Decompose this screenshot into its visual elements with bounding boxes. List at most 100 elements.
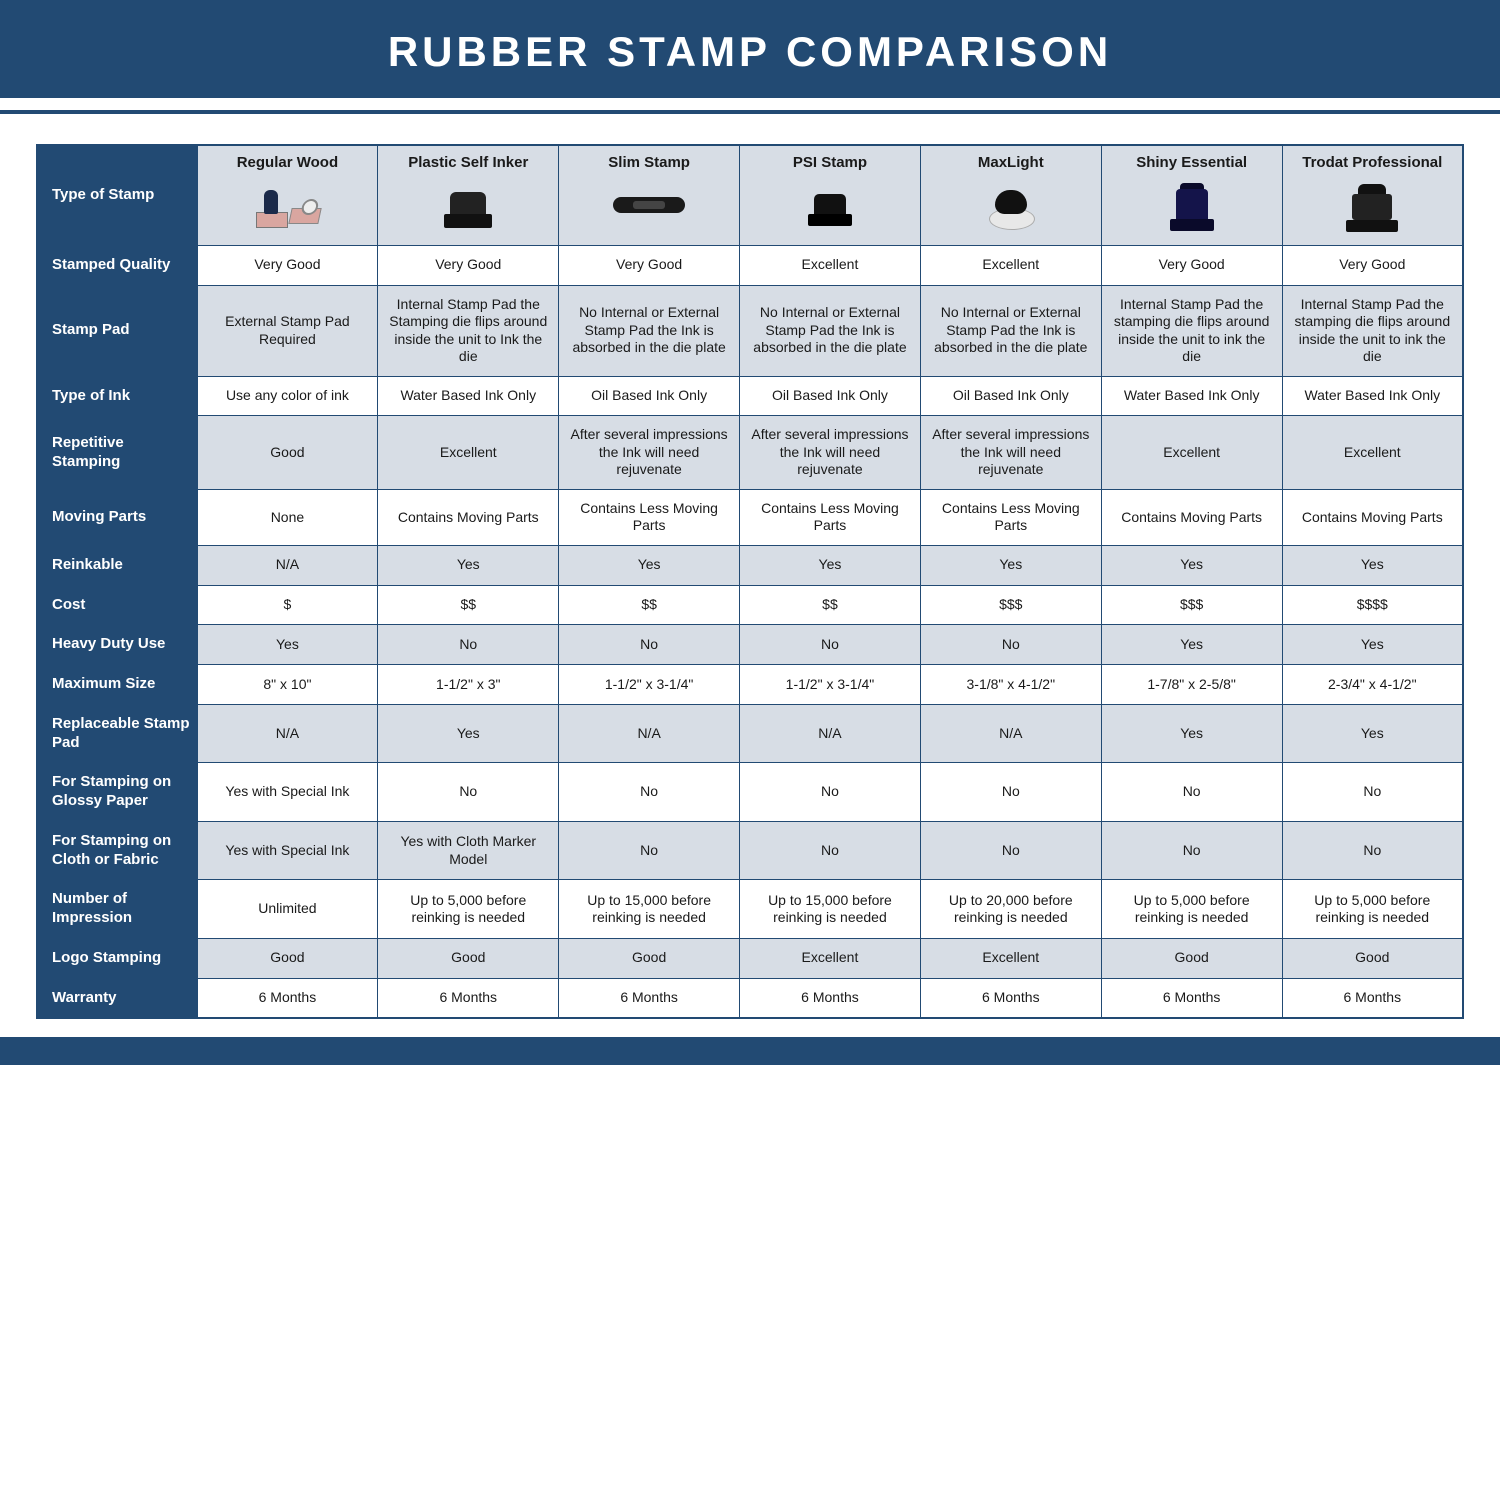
row-label: Repetitive Stamping: [37, 416, 197, 490]
cell: N/A: [920, 704, 1101, 763]
cell: Contains Less Moving Parts: [740, 489, 921, 545]
cell: Excellent: [740, 245, 921, 285]
cell: No Internal or External Stamp Pad the In…: [559, 285, 740, 376]
cell: Yes: [1282, 704, 1463, 763]
col-title: Plastic Self Inker: [408, 154, 528, 171]
cell: Yes: [378, 704, 559, 763]
cell: Yes: [1282, 625, 1463, 665]
cell: Yes: [378, 545, 559, 585]
cell: No Internal or External Stamp Pad the In…: [740, 285, 921, 376]
cell: 8" x 10": [197, 665, 378, 705]
cell: 6 Months: [378, 978, 559, 1018]
cell: Internal Stamp Pad the stamping die flip…: [1101, 285, 1282, 376]
cell: Oil Based Ink Only: [920, 376, 1101, 416]
cell: $: [197, 585, 378, 625]
row-label: Moving Parts: [37, 489, 197, 545]
table-row: Heavy Duty UseYesNoNoNoNoYesYes: [37, 625, 1463, 665]
col-header: Plastic Self Inker: [378, 145, 559, 245]
slim-stamp-icon: [613, 191, 685, 221]
cell: Excellent: [920, 245, 1101, 285]
cell: N/A: [559, 704, 740, 763]
cell: Up to 5,000 before reinking is needed: [378, 880, 559, 939]
cell: No: [1282, 821, 1463, 880]
cell: 1-1/2" x 3": [378, 665, 559, 705]
row-label: Replaceable Stamp Pad: [37, 704, 197, 763]
cell: After several impressions the Ink will n…: [559, 416, 740, 490]
table-row: For Stamping on Glossy PaperYes with Spe…: [37, 763, 1463, 822]
table-row: Warranty6 Months6 Months6 Months6 Months…: [37, 978, 1463, 1018]
cell: No: [378, 625, 559, 665]
table-row: ReinkableN/AYesYesYesYesYesYes: [37, 545, 1463, 585]
row-label: Number of Impression: [37, 880, 197, 939]
cell: No: [559, 625, 740, 665]
cell: Very Good: [1282, 245, 1463, 285]
cell: Use any color of ink: [197, 376, 378, 416]
table-body: Stamped QualityVery GoodVery GoodVery Go…: [37, 245, 1463, 1018]
cell: Contains Moving Parts: [1282, 489, 1463, 545]
cell: Good: [559, 938, 740, 978]
row-label: Heavy Duty Use: [37, 625, 197, 665]
cell: Contains Less Moving Parts: [559, 489, 740, 545]
col-title: Shiny Essential: [1136, 154, 1247, 171]
cell: 6 Months: [197, 978, 378, 1018]
cell: N/A: [197, 545, 378, 585]
cell: Yes: [1282, 545, 1463, 585]
cell: Up to 15,000 before reinking is needed: [740, 880, 921, 939]
col-title: Slim Stamp: [608, 154, 690, 171]
col-header: PSI Stamp PSI: [740, 145, 921, 245]
cell: Up to 5,000 before reinking is needed: [1282, 880, 1463, 939]
col-title: MaxLight: [978, 154, 1044, 171]
cell: After several impressions the Ink will n…: [740, 416, 921, 490]
cell: Contains Moving Parts: [1101, 489, 1282, 545]
cell: Up to 20,000 before reinking is needed: [920, 880, 1101, 939]
cell: No: [1282, 763, 1463, 822]
maxlight-stamp-icon: [984, 182, 1038, 230]
col-header: Shiny Essential: [1101, 145, 1282, 245]
row-label: Warranty: [37, 978, 197, 1018]
cell: No: [740, 625, 921, 665]
table-row: Moving PartsNoneContains Moving PartsCon…: [37, 489, 1463, 545]
col-header: MaxLight: [920, 145, 1101, 245]
cell: Yes with Special Ink: [197, 763, 378, 822]
comparison-table: Type of Stamp Regular Wood Plastic Self …: [36, 144, 1464, 1019]
cell: Good: [1282, 938, 1463, 978]
title-band: RUBBER STAMP COMPARISON: [0, 0, 1500, 98]
cell: N/A: [197, 704, 378, 763]
cell: No: [1101, 763, 1282, 822]
cell: No: [920, 821, 1101, 880]
cell: Very Good: [378, 245, 559, 285]
row-label: For Stamping on Cloth or Fabric: [37, 821, 197, 880]
table-row: Type of InkUse any color of inkWater Bas…: [37, 376, 1463, 416]
row-label: For Stamping on Glossy Paper: [37, 763, 197, 822]
page-title: RUBBER STAMP COMPARISON: [0, 28, 1500, 76]
table-row: Repetitive StampingGood Excellent After se…: [37, 416, 1463, 490]
cell: Yes: [197, 625, 378, 665]
cell: Internal Stamp Pad the stamping die flip…: [1282, 285, 1463, 376]
table-row: Cost$$$$$$$$$$$$$$$$$: [37, 585, 1463, 625]
cell: No: [920, 763, 1101, 822]
cell: 6 Months: [1101, 978, 1282, 1018]
cell: 1-1/2" x 3-1/4": [740, 665, 921, 705]
cell: 3-1/8" x 4-1/2": [920, 665, 1101, 705]
table-row: Stamped QualityVery GoodVery GoodVery Go…: [37, 245, 1463, 285]
row-label: Logo Stamping: [37, 938, 197, 978]
cell: Yes: [1101, 704, 1282, 763]
cell: $$$$: [1282, 585, 1463, 625]
cell: Good: [197, 938, 378, 978]
cell: No: [1101, 821, 1282, 880]
col-header: Slim Stamp: [559, 145, 740, 245]
row-label: Cost: [37, 585, 197, 625]
cell: Good: [197, 416, 378, 490]
cell: Good: [378, 938, 559, 978]
cell: 6 Months: [740, 978, 921, 1018]
cell: Excellent: [1282, 416, 1463, 490]
cell: Internal Stamp Pad the Stamping die flip…: [378, 285, 559, 376]
cell: Contains Moving Parts: [378, 489, 559, 545]
cell: No Internal or External Stamp Pad the In…: [920, 285, 1101, 376]
cell: Up to 15,000 before reinking is needed: [559, 880, 740, 939]
wood-stamp-icon: [252, 184, 322, 228]
cell: 6 Months: [920, 978, 1101, 1018]
cell: Yes with Cloth Marker Model: [378, 821, 559, 880]
cell: Very Good: [197, 245, 378, 285]
col-header: Regular Wood: [197, 145, 378, 245]
